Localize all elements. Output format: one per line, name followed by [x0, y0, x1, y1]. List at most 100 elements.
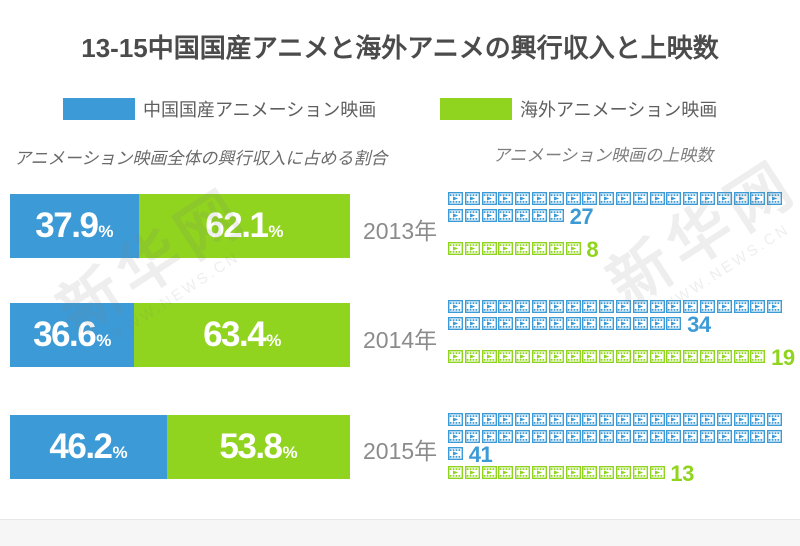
film-frame-icon	[548, 350, 564, 363]
film-frame-icon	[599, 350, 615, 363]
film-frame-icon	[649, 300, 665, 313]
film-frame-icon	[649, 430, 665, 443]
film-frame-icon	[733, 413, 749, 426]
film-frame-icon	[699, 350, 715, 363]
film-frame-icon	[582, 466, 598, 479]
film-frame-icon	[716, 350, 732, 363]
film-frame-icon	[599, 430, 615, 443]
film-frame-icon	[632, 466, 648, 479]
film-frame-icon	[649, 413, 665, 426]
count-label-domestic: 41	[468, 442, 493, 467]
film-frame-icon	[582, 300, 598, 313]
film-frame-icon	[515, 242, 531, 255]
film-frame-icon	[582, 192, 598, 205]
film-frame-icon	[515, 466, 531, 479]
film-frame-icon	[464, 209, 480, 222]
legend-swatch-overseas	[440, 98, 512, 120]
film-frame-icon	[615, 430, 631, 443]
film-frame-icon	[565, 350, 581, 363]
percent-label: 36.6%	[33, 315, 112, 354]
film-frame-icon	[699, 300, 715, 313]
legend-label-domestic: 中国国産アニメーション映画	[143, 100, 377, 120]
film-frame-icon	[565, 413, 581, 426]
film-frame-icon	[548, 317, 564, 330]
film-frame-icon	[666, 317, 682, 330]
count-label-domestic: 34	[687, 312, 711, 337]
film-frame-icon	[565, 300, 581, 313]
film-frame-icon	[464, 242, 480, 255]
pictogram-group-2015: 41 13	[448, 413, 800, 485]
film-frame-icon	[582, 430, 598, 443]
film-frame-icon	[767, 300, 783, 313]
film-frame-icon	[565, 242, 581, 255]
bar-segment-overseas: 53.8%	[167, 415, 350, 479]
legend-item-overseas: 海外アニメーション映画	[440, 96, 717, 122]
count-label-domestic: 27	[569, 204, 594, 229]
count-label-overseas: 8	[586, 237, 599, 262]
film-frame-icon	[666, 350, 682, 363]
film-frame-icon	[750, 413, 766, 426]
film-frame-icon	[683, 192, 699, 205]
footer-strip	[0, 519, 800, 546]
film-frame-icon	[649, 317, 665, 330]
film-frame-icon	[498, 242, 514, 255]
film-frame-icon	[599, 317, 615, 330]
film-frame-icon	[515, 317, 531, 330]
stacked-bar-2014: 36.6% 63.4%	[10, 303, 350, 367]
film-frame-icon	[632, 413, 648, 426]
film-frame-icon	[498, 466, 514, 479]
film-frame-icon	[531, 317, 547, 330]
film-frame-icon	[498, 192, 514, 205]
film-frame-icon	[599, 300, 615, 313]
film-frame-icon	[599, 413, 615, 426]
film-frame-icon	[750, 192, 766, 205]
film-frame-icon	[531, 350, 547, 363]
film-frame-icon	[716, 192, 732, 205]
film-frame-icon	[448, 192, 463, 205]
film-frame-icon	[498, 430, 514, 443]
film-frame-icon	[683, 350, 699, 363]
film-frame-icon	[464, 317, 480, 330]
film-frame-icon	[448, 447, 463, 460]
film-frame-icon	[481, 413, 497, 426]
film-frame-icon	[548, 242, 564, 255]
film-frame-icon	[464, 466, 480, 479]
film-frame-icon	[481, 317, 497, 330]
film-frame-icon	[767, 413, 783, 426]
count-label-overseas: 13	[670, 461, 694, 486]
count-label-overseas: 19	[771, 345, 795, 370]
film-frame-icon	[464, 350, 480, 363]
pictogram-row-overseas: 8	[448, 237, 800, 262]
film-frame-icon	[515, 209, 531, 222]
film-frame-icon	[683, 413, 699, 426]
bar-segment-overseas: 62.1%	[138, 194, 350, 258]
percent-label: 37.9%	[35, 206, 114, 245]
film-frame-icon	[515, 413, 531, 426]
film-frame-icon	[448, 209, 463, 222]
film-frame-icon	[615, 192, 631, 205]
legend-swatch-domestic	[63, 98, 135, 120]
film-frame-icon	[565, 430, 581, 443]
film-frame-icon	[615, 413, 631, 426]
film-frame-icon	[632, 192, 648, 205]
film-frame-icon	[464, 300, 480, 313]
film-frame-icon	[531, 430, 547, 443]
film-frame-icon	[464, 192, 480, 205]
film-frame-icon	[481, 242, 497, 255]
film-frame-icon	[666, 413, 682, 426]
percent-label: 62.1%	[205, 206, 284, 245]
film-frame-icon	[548, 209, 564, 222]
film-frame-icon	[448, 430, 463, 443]
film-frame-icon	[750, 300, 766, 313]
chart-title: 13-15中国国産アニメと海外アニメの興行収入と上映数	[81, 33, 719, 63]
bar-segment-overseas: 63.4%	[134, 303, 350, 367]
film-frame-icon	[666, 192, 682, 205]
film-frame-icon	[599, 466, 615, 479]
film-frame-icon	[632, 317, 648, 330]
film-frame-icon	[716, 300, 732, 313]
percent-label: 53.8%	[219, 427, 298, 466]
pictogram-row-overseas: 19	[448, 345, 800, 370]
film-frame-icon	[649, 350, 665, 363]
film-frame-icon	[733, 300, 749, 313]
